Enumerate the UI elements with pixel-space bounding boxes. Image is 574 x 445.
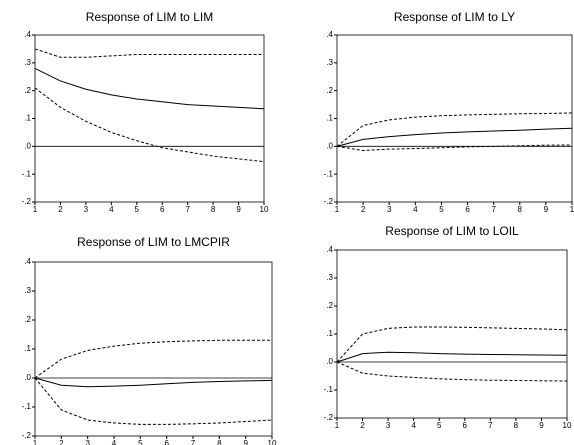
chart-title: Response of LIM to LIM <box>86 10 213 24</box>
y-tick-label: .4 <box>24 257 31 266</box>
x-tick-label: 10 <box>260 205 269 214</box>
y-tick-label: .0 <box>24 373 31 382</box>
x-tick-label: 9 <box>544 205 549 214</box>
band-line <box>35 88 264 162</box>
chart-title: Response of LIM to LOIL <box>385 224 519 238</box>
x-tick-label: 1 <box>335 421 340 430</box>
response-line <box>337 128 572 146</box>
response-line <box>35 378 272 387</box>
x-tick-label: 4 <box>413 205 418 214</box>
x-tick-label: 4 <box>109 205 114 214</box>
x-tick-label: 3 <box>387 205 392 214</box>
x-tick-label: 1 <box>33 439 38 445</box>
y-tick-label: .2 <box>326 86 333 95</box>
x-tick-label: 2 <box>361 205 366 214</box>
x-tick-label: 8 <box>514 421 519 430</box>
x-tick-label: 2 <box>58 205 63 214</box>
x-tick-label: 6 <box>164 439 169 445</box>
y-tick-label: .2 <box>24 315 31 324</box>
y-tick-label: -.2 <box>324 197 334 206</box>
y-tick-label: .3 <box>24 286 31 295</box>
x-tick-label: 8 <box>217 439 222 445</box>
chart-title: Response of LIM to LY <box>394 10 515 24</box>
y-tick-label: -.2 <box>22 197 32 206</box>
x-tick-label: 6 <box>160 205 165 214</box>
y-tick-label: .0 <box>24 141 31 150</box>
y-tick-label: .0 <box>326 141 333 150</box>
band-line <box>337 145 572 151</box>
y-tick-label: .2 <box>326 301 333 310</box>
x-tick-label: 9 <box>236 205 241 214</box>
x-tick-label: 7 <box>191 439 196 445</box>
y-tick-label: .1 <box>24 114 31 123</box>
x-tick-label: 7 <box>185 205 190 214</box>
y-tick-label: .2 <box>24 86 31 95</box>
y-tick-label: .3 <box>24 58 31 67</box>
x-tick-label: 5 <box>439 205 444 214</box>
y-tick-label: .1 <box>326 114 333 123</box>
x-tick-label: 7 <box>491 205 496 214</box>
x-tick-label: 8 <box>518 205 523 214</box>
x-tick-label: 4 <box>112 439 117 445</box>
response-line <box>35 68 264 108</box>
chart-title: Response of LIM to LMCPIR <box>77 235 230 249</box>
x-tick-label: 1 <box>33 205 38 214</box>
x-tick-label: 3 <box>84 205 89 214</box>
plot-frame <box>35 35 264 202</box>
plot-frame <box>337 250 567 418</box>
band-line <box>337 362 567 381</box>
y-tick-label: -.2 <box>22 431 32 440</box>
x-tick-label: 5 <box>437 421 442 430</box>
x-tick-label: 1 <box>335 205 340 214</box>
band-line <box>35 49 264 57</box>
x-tick-label: 9 <box>243 439 248 445</box>
x-tick-label: 1 <box>570 205 574 214</box>
y-tick-label: .1 <box>326 329 333 338</box>
x-tick-label: 2 <box>59 439 64 445</box>
y-tick-label: .4 <box>326 30 333 39</box>
x-tick-label: 6 <box>463 421 468 430</box>
x-tick-label: 7 <box>488 421 493 430</box>
x-tick-label: 9 <box>539 421 544 430</box>
x-tick-label: 4 <box>411 421 416 430</box>
response-line <box>337 352 567 362</box>
x-tick-label: 3 <box>85 439 90 445</box>
x-tick-label: 3 <box>386 421 391 430</box>
y-tick-label: -.1 <box>22 169 32 178</box>
y-tick-label: .1 <box>24 344 31 353</box>
band-line <box>35 340 272 378</box>
chart-grid: Response of LIM to LIM.4.3.2.1.0-.1-.212… <box>0 0 574 445</box>
y-tick-label: .4 <box>326 245 333 254</box>
band-line <box>337 327 567 362</box>
y-tick-label: .3 <box>326 273 333 282</box>
x-tick-label: 2 <box>360 421 365 430</box>
y-tick-label: .3 <box>326 58 333 67</box>
x-tick-label: 8 <box>211 205 216 214</box>
x-tick-label: 5 <box>135 205 140 214</box>
y-tick-label: .4 <box>24 30 31 39</box>
x-tick-label: 10 <box>268 439 277 445</box>
x-tick-label: 6 <box>465 205 470 214</box>
plot-frame <box>337 35 572 202</box>
x-tick-label: 10 <box>563 421 572 430</box>
y-tick-label: -.2 <box>324 413 334 422</box>
y-tick-label: -.1 <box>324 169 334 178</box>
y-tick-label: -.1 <box>22 402 32 411</box>
x-tick-label: 5 <box>138 439 143 445</box>
plot-frame <box>35 262 272 436</box>
y-tick-label: -.1 <box>324 385 334 394</box>
y-tick-label: .0 <box>326 357 333 366</box>
